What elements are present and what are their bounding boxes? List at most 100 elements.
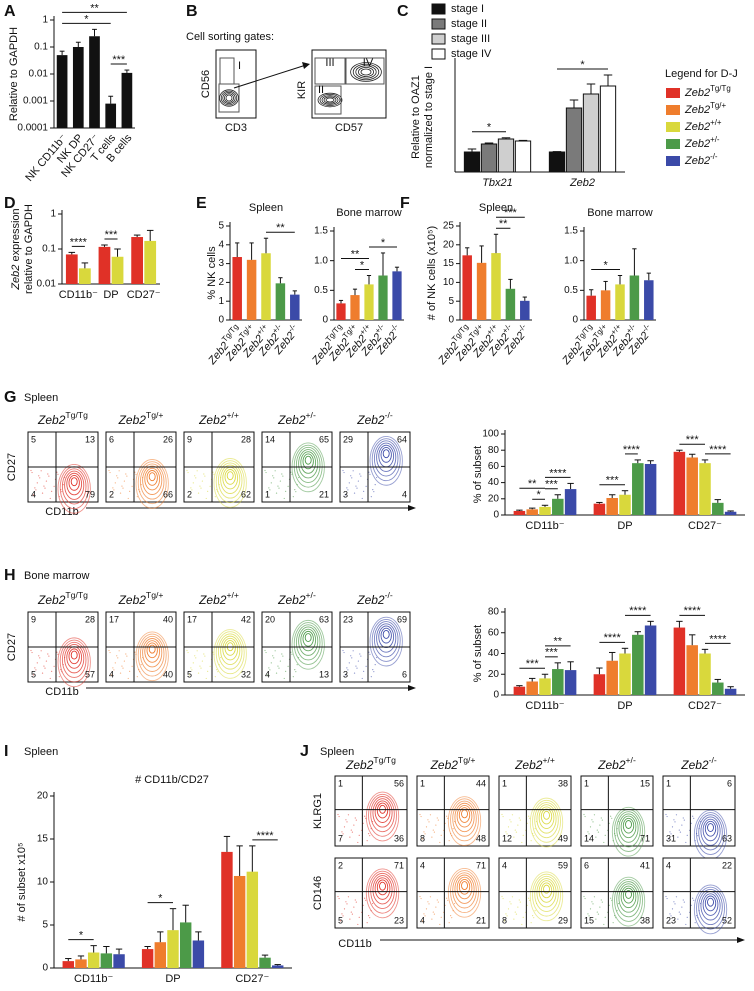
quadrant-value: 71 [394, 860, 404, 870]
event-dot [433, 831, 435, 833]
event-dot [272, 655, 274, 657]
event-dot [191, 489, 193, 491]
event-dot [424, 915, 426, 917]
event-dot [287, 665, 289, 667]
event-dot [109, 471, 111, 474]
contour [379, 881, 386, 891]
event-dot [110, 494, 113, 496]
contour [217, 633, 243, 670]
bar [724, 688, 737, 695]
plot-header-part: Tg/+ [146, 410, 164, 420]
legend-label: Zeb2+/- [684, 135, 720, 150]
event-dot [295, 491, 297, 493]
y-tick-label: 1 [42, 15, 48, 26]
event-dot [351, 657, 353, 659]
event-dot [694, 922, 696, 924]
bar [712, 682, 724, 695]
event-dot [448, 840, 450, 842]
event-dot [365, 665, 367, 667]
event-dot [43, 665, 45, 667]
significance-label: *** [545, 647, 559, 659]
quadrant-value: 3 [343, 669, 348, 679]
quadrant-value: 28 [241, 434, 251, 444]
y-axis-label: KLRG1 [312, 793, 324, 829]
event-dot [373, 671, 375, 673]
event-dot [511, 896, 514, 898]
event-dot [678, 829, 680, 831]
contour [534, 875, 559, 912]
bar [686, 645, 698, 695]
event-dot [45, 480, 48, 482]
y-tick-label: 1 [218, 296, 224, 307]
event-dot [292, 676, 294, 678]
legend-label: Zeb2+/+ [684, 118, 722, 133]
contour [456, 805, 473, 828]
y-tick-label: 60 [488, 461, 500, 472]
event-dot [352, 470, 354, 472]
event-dot [291, 653, 293, 655]
event-dot [690, 904, 692, 906]
x-tick-label: CD27⁻ [688, 700, 722, 712]
quadrant-value: 17 [187, 614, 197, 624]
event-dot [274, 650, 276, 652]
quadrant-value: 6 [402, 669, 407, 679]
event-dot [298, 476, 300, 479]
bar [565, 107, 583, 173]
bar [673, 451, 686, 515]
y-tick-label: 3 [218, 258, 224, 269]
quadrant-value: 71 [640, 833, 650, 843]
y-tick-label: 0.01 [29, 69, 49, 80]
event-dot [507, 826, 510, 828]
contour [536, 878, 557, 908]
event-dot [682, 817, 684, 819]
legend-label-part: +/+ [710, 118, 722, 127]
event-dot [338, 815, 340, 818]
event-dot [588, 833, 590, 835]
y-axis-label-part: normalized to stage I [423, 66, 435, 168]
y-tick-label: 0.5 [564, 285, 578, 296]
event-dot [612, 922, 614, 924]
bar [98, 246, 111, 284]
quadrant-value: 4 [420, 860, 425, 870]
event-dot [119, 492, 122, 494]
event-dot [440, 916, 442, 918]
event-dot [217, 671, 219, 673]
event-dot [346, 487, 348, 489]
contour [61, 468, 87, 505]
event-dot [670, 915, 672, 917]
quadrant-value: 9 [31, 614, 36, 624]
event-dot [296, 664, 298, 666]
chart-subtitle: # CD11b/CD27 [135, 774, 209, 786]
event-dot [201, 480, 203, 482]
event-dot [197, 672, 200, 674]
plot-header-part: Tg/Tg [65, 590, 88, 600]
bar [275, 283, 286, 320]
event-dot [282, 655, 284, 657]
bar [526, 681, 538, 695]
significance-label: *** [526, 658, 540, 670]
event-dot [369, 473, 371, 475]
y-tick-label: 0.1 [34, 42, 48, 53]
event-dot [38, 475, 40, 477]
x-axis-label: CD57 [335, 122, 363, 134]
event-dot [673, 901, 675, 903]
event-dot [129, 670, 131, 672]
y-tick-label: 100 [482, 429, 499, 440]
event-dot [283, 677, 285, 680]
quadrant-value: 9 [187, 434, 192, 444]
quadrant-value: 66 [163, 489, 173, 499]
event-dot [608, 904, 610, 906]
contour [304, 633, 312, 643]
bar [629, 275, 640, 320]
bar [89, 36, 100, 129]
plot-header-part: Zeb2 [356, 593, 385, 607]
event-dot [451, 917, 453, 919]
event-dot [347, 896, 350, 898]
event-dot [505, 913, 507, 915]
quadrant-value: 23 [343, 614, 353, 624]
event-dot [209, 665, 211, 667]
event-dot [341, 831, 343, 833]
event-dot [528, 815, 530, 817]
quadrant-value: 69 [397, 614, 407, 624]
contour [137, 461, 167, 505]
